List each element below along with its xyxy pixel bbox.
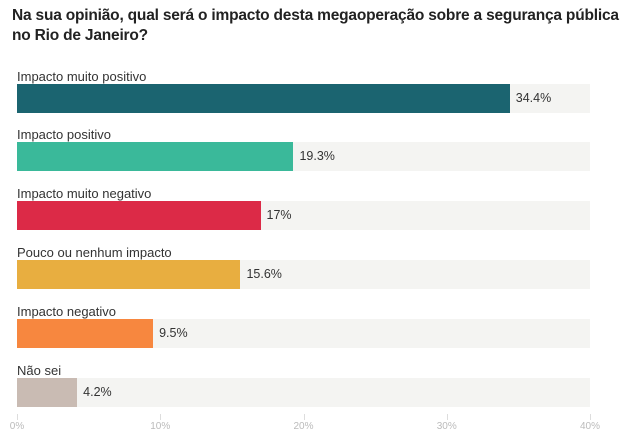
bar-track: 19.3%	[17, 142, 590, 171]
tick-label: 30%	[436, 421, 457, 432]
bar-track: 34.4%	[17, 84, 590, 113]
axis-tick	[17, 414, 18, 420]
bar	[17, 142, 294, 171]
value-label: 4.2%	[83, 385, 112, 399]
bar-track: 15.6%	[17, 260, 590, 289]
value-label: 19.3%	[299, 149, 335, 163]
axis-tick	[303, 414, 305, 420]
value-label: 9.5%	[159, 326, 188, 340]
bar	[17, 378, 78, 407]
category-label: Impacto positivo	[17, 127, 111, 142]
bar	[17, 84, 510, 113]
axis-tick	[590, 414, 591, 420]
category-label: Impacto muito positivo	[17, 69, 147, 84]
tick-label: 10%	[150, 421, 171, 432]
category-label: Pouco ou nenhum impacto	[17, 245, 172, 260]
category-label: Não sei	[17, 363, 62, 378]
tick-label: 20%	[293, 421, 314, 432]
bar	[17, 260, 241, 289]
bar-track: 4.2%	[17, 378, 590, 407]
category-label: Impacto negativo	[17, 304, 117, 319]
bar	[17, 201, 261, 230]
value-label: 15.6%	[246, 267, 282, 281]
tick-label: 0%	[9, 421, 25, 432]
chart-title: Na sua opinião, qual será o impacto dest…	[12, 7, 619, 44]
value-label: 34.4%	[515, 91, 552, 105]
axis-tick	[446, 414, 448, 420]
axis-tick	[160, 414, 162, 420]
tick-label: 40%	[579, 421, 601, 432]
bar-track: 9.5%	[17, 319, 590, 348]
value-label: 17%	[266, 208, 292, 222]
category-label: Impacto muito negativo	[17, 186, 152, 201]
bar-track: 17%	[17, 201, 590, 230]
bar	[17, 319, 154, 348]
